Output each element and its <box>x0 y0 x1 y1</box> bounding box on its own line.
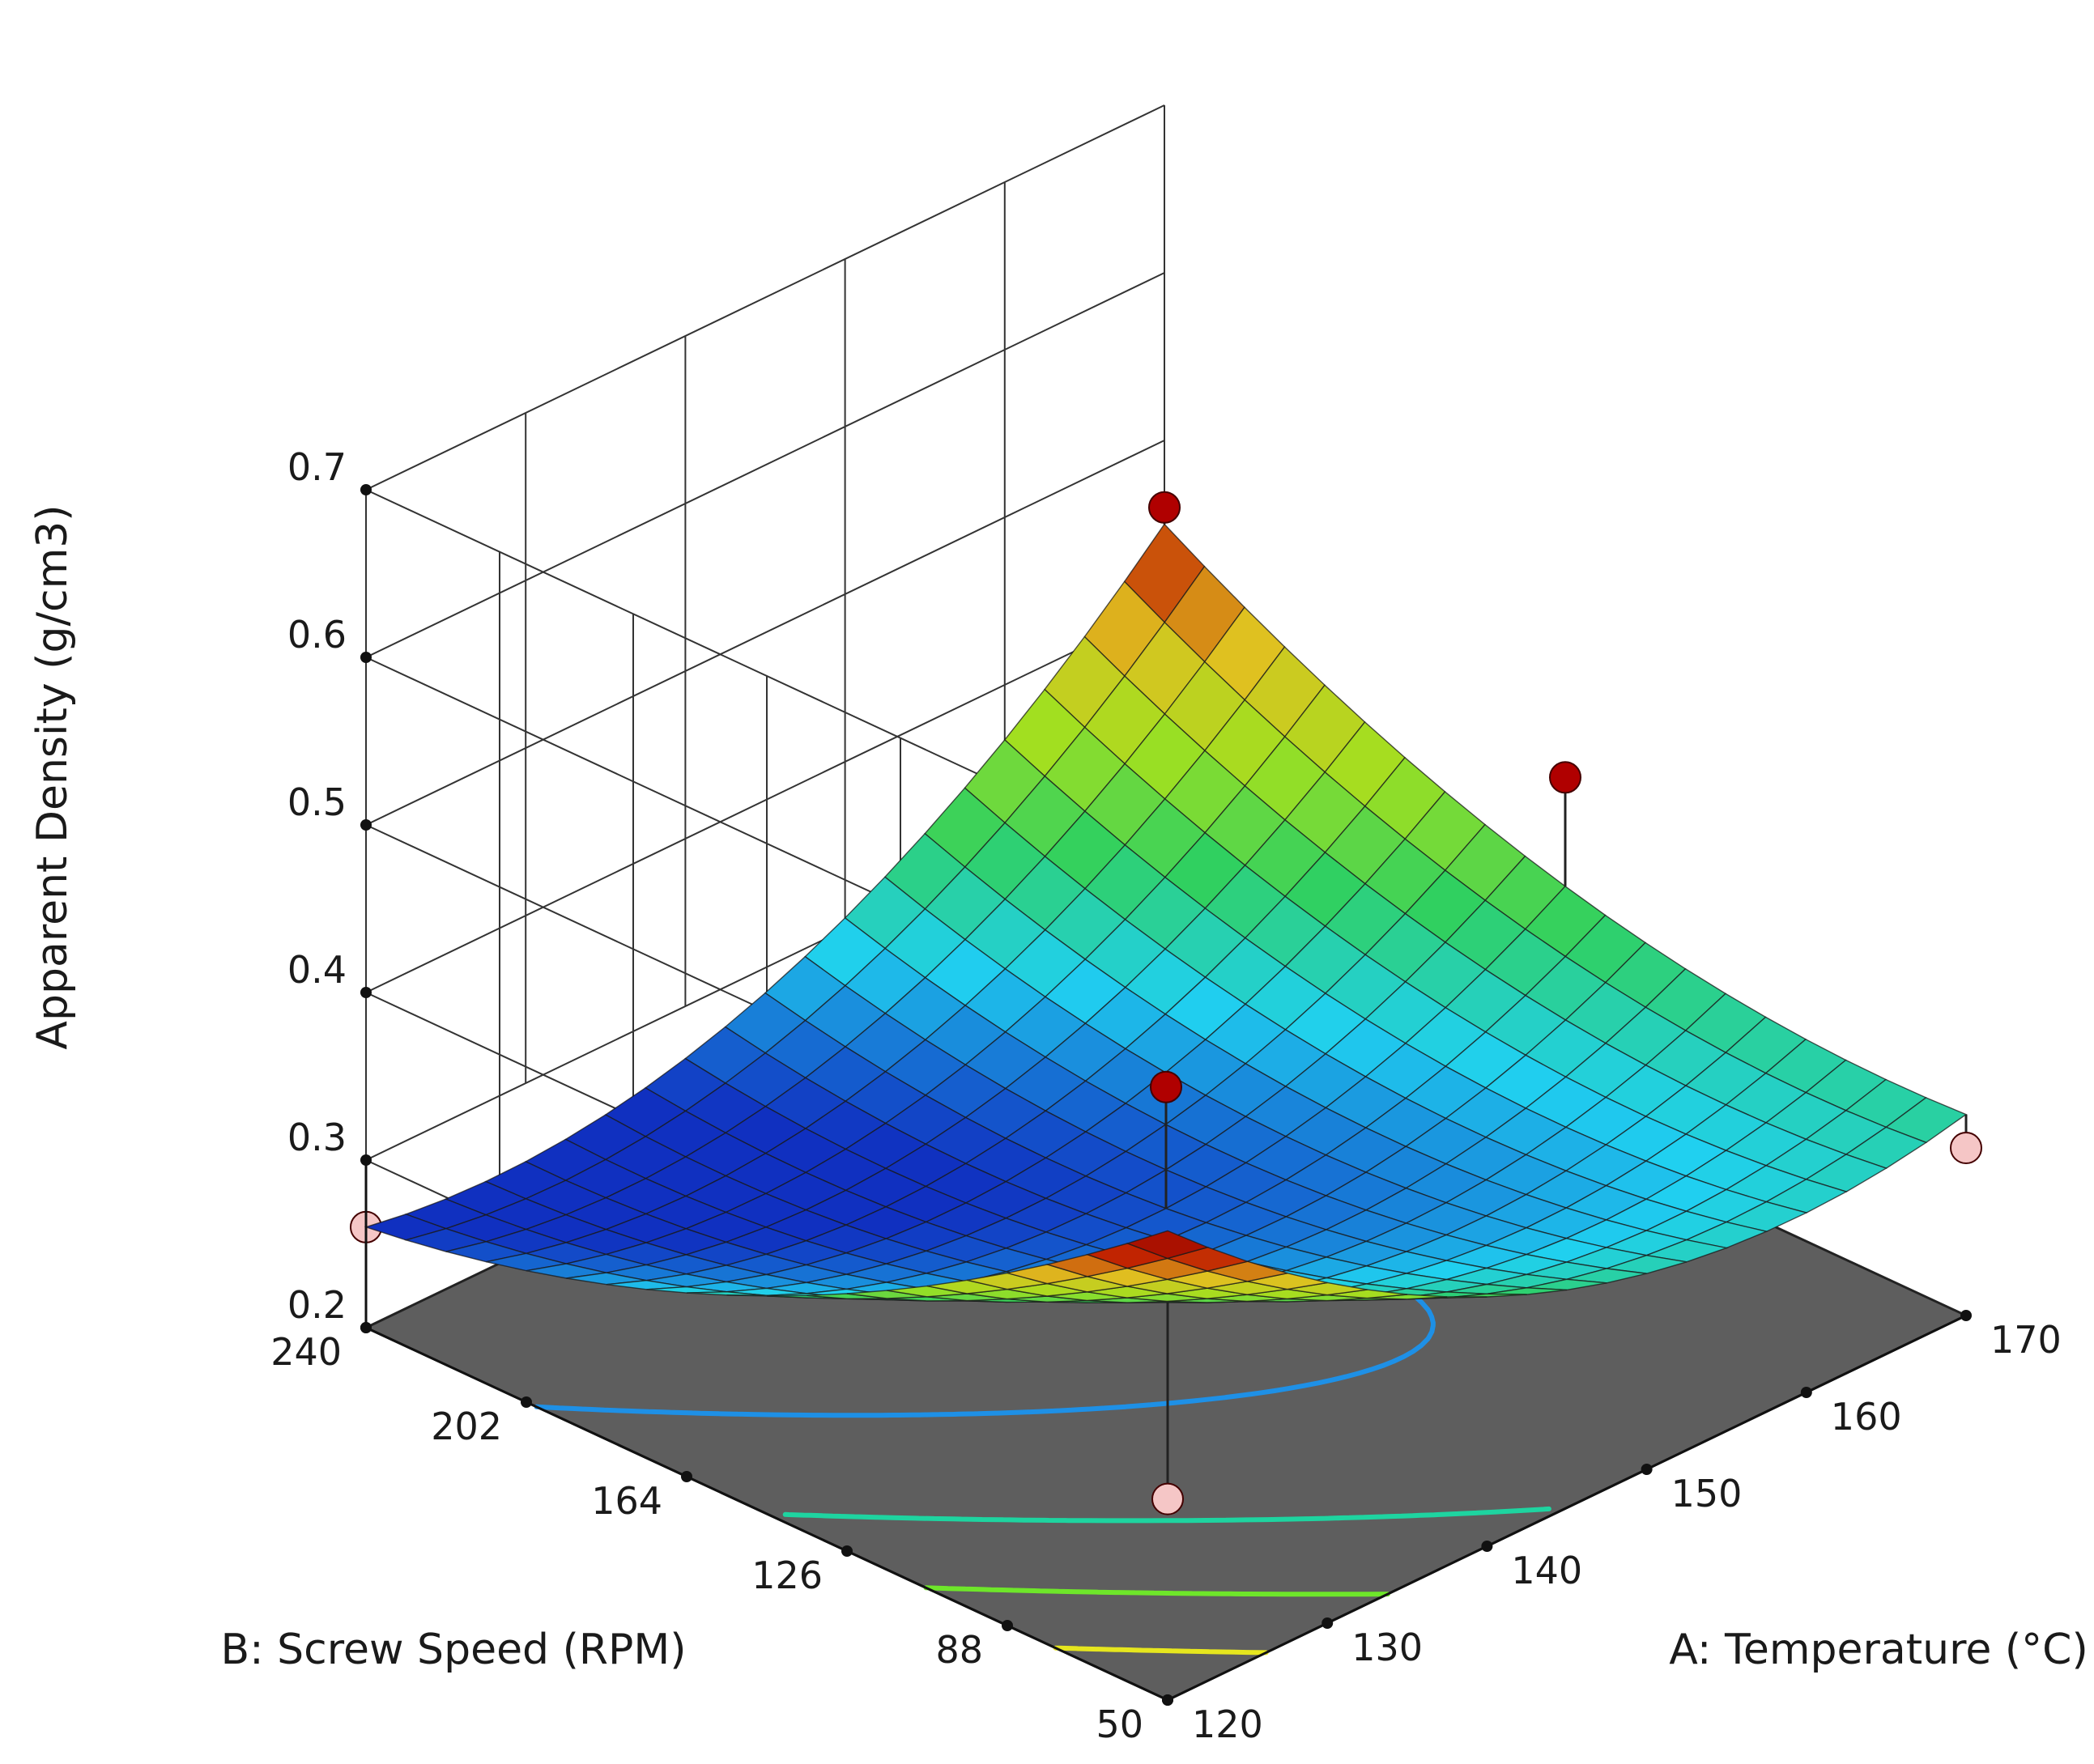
design-point <box>1950 1132 1982 1164</box>
a-tick-label: 140 <box>1511 1549 1582 1592</box>
design-point <box>1549 761 1581 794</box>
z-axis-title: Apparent Density (g/cm3) <box>28 504 77 1049</box>
a-tick-mark <box>1800 1387 1812 1398</box>
b-tick-label: 88 <box>935 1628 983 1672</box>
a-axis-title: A: Temperature (°C) <box>1669 1626 2088 1674</box>
b-axis-ticks: 50 88 126 164 202 240 <box>270 1322 1173 1746</box>
b-tick-mark <box>1002 1620 1013 1631</box>
b-tick-mark <box>521 1396 532 1408</box>
b-tick-label: 240 <box>270 1330 342 1374</box>
a-tick-label: 150 <box>1671 1472 1743 1515</box>
design-point <box>1151 1482 1184 1515</box>
z-tick-mark <box>360 819 372 831</box>
z-tick-mark <box>360 652 372 663</box>
b-tick-mark <box>360 1322 372 1333</box>
z-tick-label: 0.4 <box>287 948 347 992</box>
axes <box>364 1160 1967 1702</box>
z-tick-label: 0.3 <box>287 1116 347 1159</box>
a-tick-mark <box>1162 1694 1173 1706</box>
b-tick-label: 50 <box>1096 1702 1143 1746</box>
a-tick-mark <box>1960 1310 1972 1321</box>
z-tick-mark <box>360 987 372 998</box>
z-tick-label: 0.6 <box>287 613 347 657</box>
a-tick-label: 160 <box>1831 1395 1902 1439</box>
b-axis-title: B: Screw Speed (RPM) <box>220 1626 686 1674</box>
design-points-above <box>1148 491 1581 1209</box>
b-axis-line <box>365 1326 1168 1702</box>
b-tick-mark <box>841 1545 853 1557</box>
z-tick-mark <box>360 484 372 495</box>
b-tick-label: 164 <box>591 1479 662 1523</box>
b-tick-label: 202 <box>431 1405 502 1448</box>
a-axis-line <box>1167 1314 1967 1702</box>
design-point <box>1150 1070 1182 1103</box>
response-surface <box>364 523 1968 1303</box>
a-tick-label: 170 <box>1990 1318 2062 1362</box>
a-tick-mark <box>1641 1464 1653 1475</box>
z-axis-ticks: 0.2 0.3 0.4 0.5 0.6 0.7 <box>287 445 372 1333</box>
design-points-below <box>350 1114 1982 1515</box>
z-tick-label: 0.2 <box>287 1283 347 1327</box>
surface-patch <box>1126 1230 1210 1260</box>
z-tick-label: 0.5 <box>287 780 347 824</box>
design-point <box>1148 491 1181 524</box>
b-tick-mark <box>681 1471 692 1482</box>
z-tick-mark <box>360 1154 372 1166</box>
z-tick-label: 0.7 <box>287 445 347 489</box>
a-tick-mark <box>1322 1617 1334 1629</box>
a-tick-label: 130 <box>1351 1626 1423 1669</box>
a-tick-mark <box>1481 1541 1493 1552</box>
b-tick-label: 126 <box>751 1554 823 1597</box>
a-axis-ticks: 120 130 140 150 160 170 <box>1162 1310 2062 1746</box>
a-tick-label: 120 <box>1192 1702 1263 1746</box>
